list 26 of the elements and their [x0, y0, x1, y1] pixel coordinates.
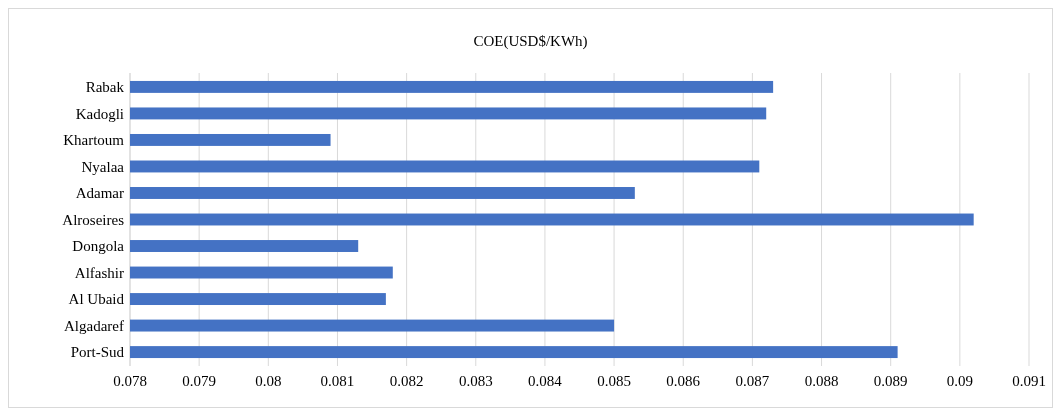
x-tick-label: 0.08: [255, 373, 282, 389]
y-tick-label: Alfashir: [74, 264, 124, 281]
x-tick-label: 0.082: [389, 373, 424, 389]
y-tick-label: Adamar: [75, 185, 124, 202]
x-tick-label: 0.084: [528, 373, 563, 389]
y-tick-label: Dongola: [72, 238, 125, 255]
x-tick-label: 0.09: [946, 373, 973, 389]
y-tick-label: Khartoum: [63, 132, 125, 149]
y-tick-label: Rabak: [85, 79, 125, 96]
y-tick-label: Algadaref: [64, 317, 124, 334]
y-tick-label: Nyalaa: [81, 158, 125, 175]
x-tick-label: 0.086: [666, 373, 701, 389]
x-tick-label: 0.091: [1012, 373, 1046, 389]
x-tick-label: 0.088: [804, 373, 839, 389]
x-tick-label: 0.079: [182, 373, 217, 389]
chart-title: COE(USD$/KWh): [473, 33, 588, 50]
y-tick-label: Al Ubaid: [68, 291, 125, 308]
y-tick-label: Port-Sud: [70, 344, 125, 361]
x-tick-label: 0.083: [458, 373, 493, 389]
y-tick-label: Alroseires: [62, 211, 125, 228]
x-tick-label: 0.089: [873, 373, 908, 389]
x-tick-label: 0.081: [320, 373, 355, 389]
y-tick-label: Kadogli: [75, 105, 124, 122]
x-tick-label: 0.085: [597, 373, 631, 389]
x-tick-label: 0.078: [113, 373, 147, 389]
x-tick-label: 0.087: [735, 373, 770, 389]
